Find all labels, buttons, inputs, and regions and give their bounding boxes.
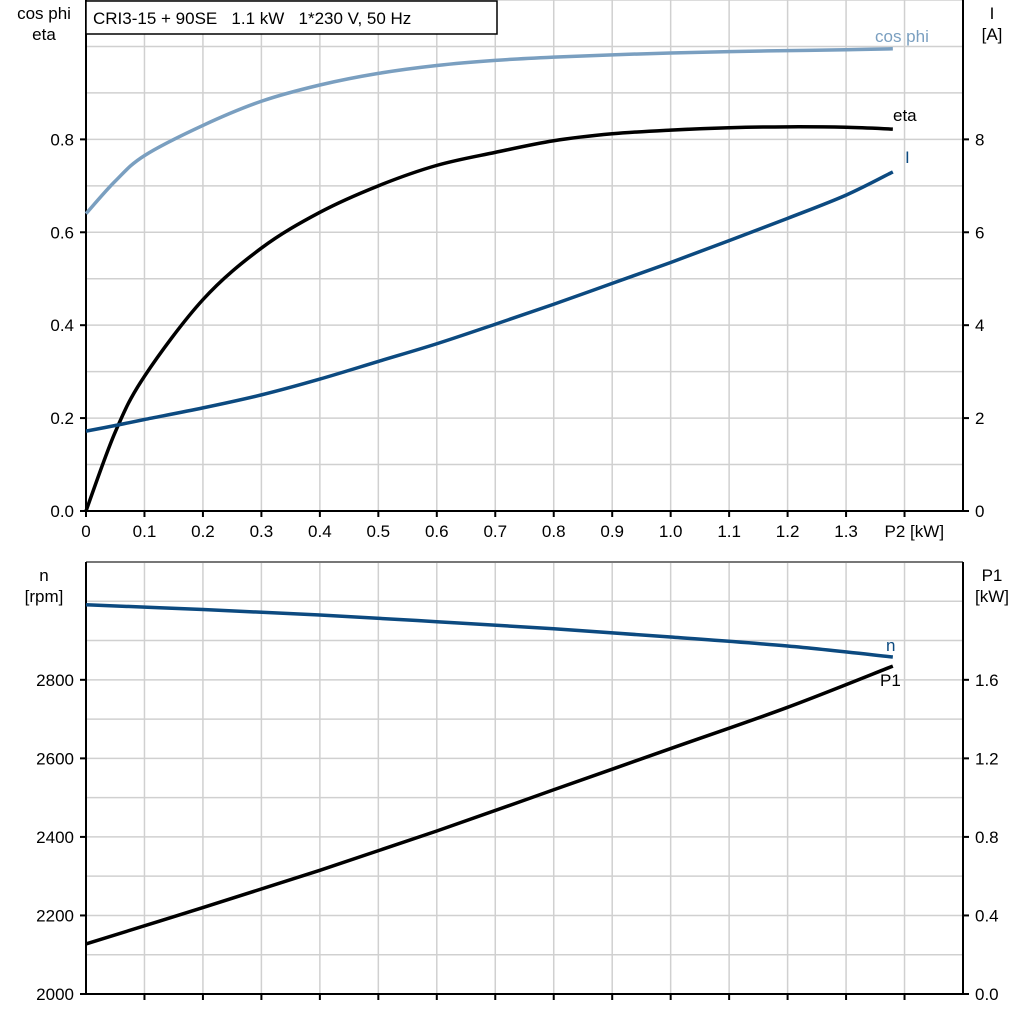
y-tick-label-right: 6: [975, 223, 984, 242]
series-label-P1: P1: [880, 671, 901, 690]
series-line-cos-phi: [84, 47, 893, 215]
y-tick-label-left: 2800: [36, 671, 74, 690]
x-tick-label: 0.8: [542, 522, 566, 541]
y-tick-label-right: 0.4: [975, 906, 999, 925]
series-label-eta: eta: [893, 106, 917, 125]
y-tick-label-left: 0.0: [50, 502, 74, 521]
y-tick-label-left: 0.4: [50, 316, 74, 335]
y-axis-label-left: [rpm]: [25, 587, 64, 606]
x-tick-label: 0.7: [483, 522, 507, 541]
y-axis-label-right: P1: [982, 566, 1003, 585]
x-tick-label: 0.1: [133, 522, 157, 541]
title-box: [85, 0, 498, 35]
y-tick-label-right: 8: [975, 130, 984, 149]
x-tick-label: 0.2: [191, 522, 215, 541]
x-tick-label: 0.5: [367, 522, 391, 541]
chart-title: CRI3-15 + 90SE 1.1 kW 1*230 V, 50 Hz: [93, 9, 411, 28]
y-tick-label-left: 2000: [36, 985, 74, 1004]
x-tick-label: 0.3: [250, 522, 274, 541]
y-tick-label-left: 0.8: [50, 130, 74, 149]
y-tick-label-right: 0.0: [975, 985, 999, 1004]
x-tick-label: 0.6: [425, 522, 449, 541]
series-line-I: [85, 170, 894, 433]
x-axis-label: P2 [kW]: [885, 522, 945, 541]
x-tick-label: 1.3: [834, 522, 858, 541]
y-axis-label-left: eta: [32, 25, 56, 44]
y-tick-label-right: 4: [975, 316, 984, 335]
x-tick-label: 0.9: [600, 522, 624, 541]
y-tick-label-right: 1.2: [975, 749, 999, 768]
series-line-eta: [84, 125, 893, 512]
y-tick-label-right: 0.8: [975, 828, 999, 847]
y-axis-label-left: n: [39, 566, 48, 585]
x-tick-label: 1.1: [717, 522, 741, 541]
series-label-I: I: [905, 148, 910, 167]
y-tick-label-right: 2: [975, 409, 984, 428]
x-tick-label: 0: [81, 522, 90, 541]
series-line-P1: [85, 664, 894, 946]
y-axis-label-right: [A]: [982, 25, 1003, 44]
y-axis-label-right: I: [990, 4, 995, 23]
y-tick-label-right: 0: [975, 502, 984, 521]
y-tick-label-left: 2200: [36, 906, 74, 925]
series-label-n: n: [886, 636, 895, 655]
y-axis-label-left: cos phi: [17, 4, 71, 23]
x-tick-label: 1.2: [776, 522, 800, 541]
y-tick-label-left: 2600: [36, 749, 74, 768]
x-tick-label: 0.4: [308, 522, 332, 541]
series-line-n: [85, 603, 894, 659]
y-axis-label-right: [kW]: [975, 587, 1009, 606]
x-tick-label: 1.0: [659, 522, 683, 541]
y-tick-label-left: 2400: [36, 828, 74, 847]
y-tick-label-left: 0.2: [50, 409, 74, 428]
y-tick-label-right: 1.6: [975, 671, 999, 690]
y-tick-label-left: 0.6: [50, 223, 74, 242]
series-label-cos-phi: cos phi: [875, 27, 929, 46]
